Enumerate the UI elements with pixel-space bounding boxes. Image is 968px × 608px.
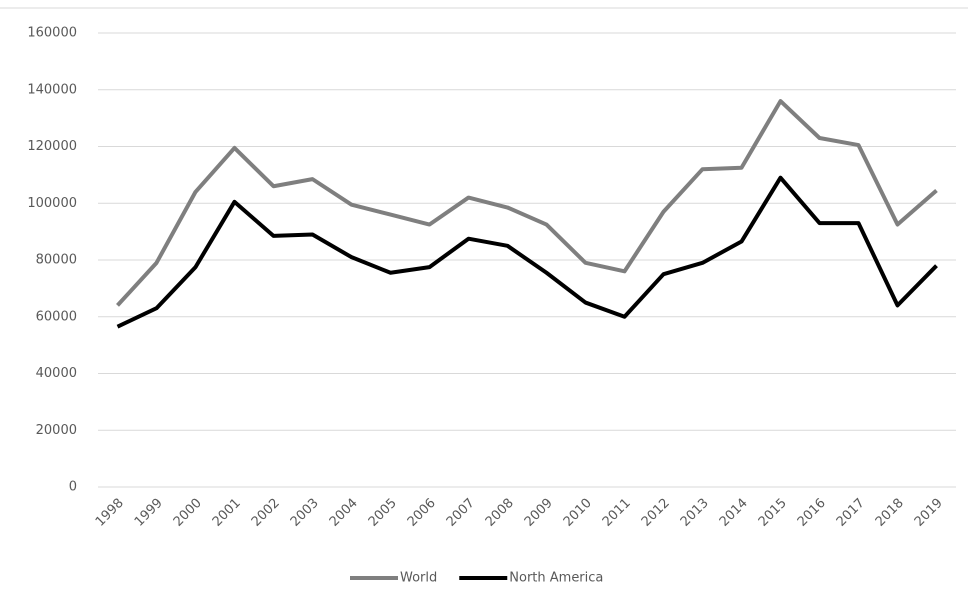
legend-label: World [400, 571, 437, 586]
y-tick-label: 140000 [27, 82, 77, 97]
x-tick-label: 2014 [717, 496, 751, 530]
x-tick-label: 2012 [639, 496, 673, 530]
series-line [116, 175, 938, 329]
x-tick-label: 2016 [795, 496, 829, 530]
x-tick-label: 2008 [483, 496, 517, 530]
x-tick-label: 2010 [561, 496, 595, 530]
y-tick-label: 40000 [36, 366, 77, 381]
x-tick-label: 2001 [210, 496, 244, 530]
x-tick-label: 2004 [327, 496, 361, 530]
x-tick-label: 2003 [288, 496, 322, 530]
y-tick-label: 160000 [27, 26, 77, 41]
series-line [116, 99, 938, 307]
x-tick-label: 2019 [912, 496, 946, 530]
x-tick-label: 2015 [756, 496, 790, 530]
y-tick-label: 60000 [36, 309, 77, 324]
legend-label: North America [509, 571, 603, 586]
x-tick-label: 2013 [678, 496, 712, 530]
x-tick-label: 2011 [600, 496, 634, 530]
y-tick-label: 0 [69, 480, 77, 495]
x-tick-label: 2002 [249, 496, 283, 530]
x-tick-label: 2005 [366, 496, 400, 530]
x-tick-label: 2009 [522, 496, 556, 530]
x-tick-label: 2018 [873, 496, 907, 530]
y-tick-label: 80000 [36, 253, 77, 268]
x-tick-label: 2000 [171, 496, 205, 530]
x-tick-label: 2007 [444, 496, 478, 530]
x-tick-label: 1999 [132, 496, 166, 530]
x-tick-label: 2006 [405, 496, 439, 530]
y-tick-label: 120000 [27, 139, 77, 154]
y-tick-label: 100000 [27, 196, 77, 211]
x-tick-label: 2017 [834, 496, 868, 530]
y-tick-label: 20000 [36, 423, 77, 438]
x-tick-label: 1998 [93, 496, 127, 530]
